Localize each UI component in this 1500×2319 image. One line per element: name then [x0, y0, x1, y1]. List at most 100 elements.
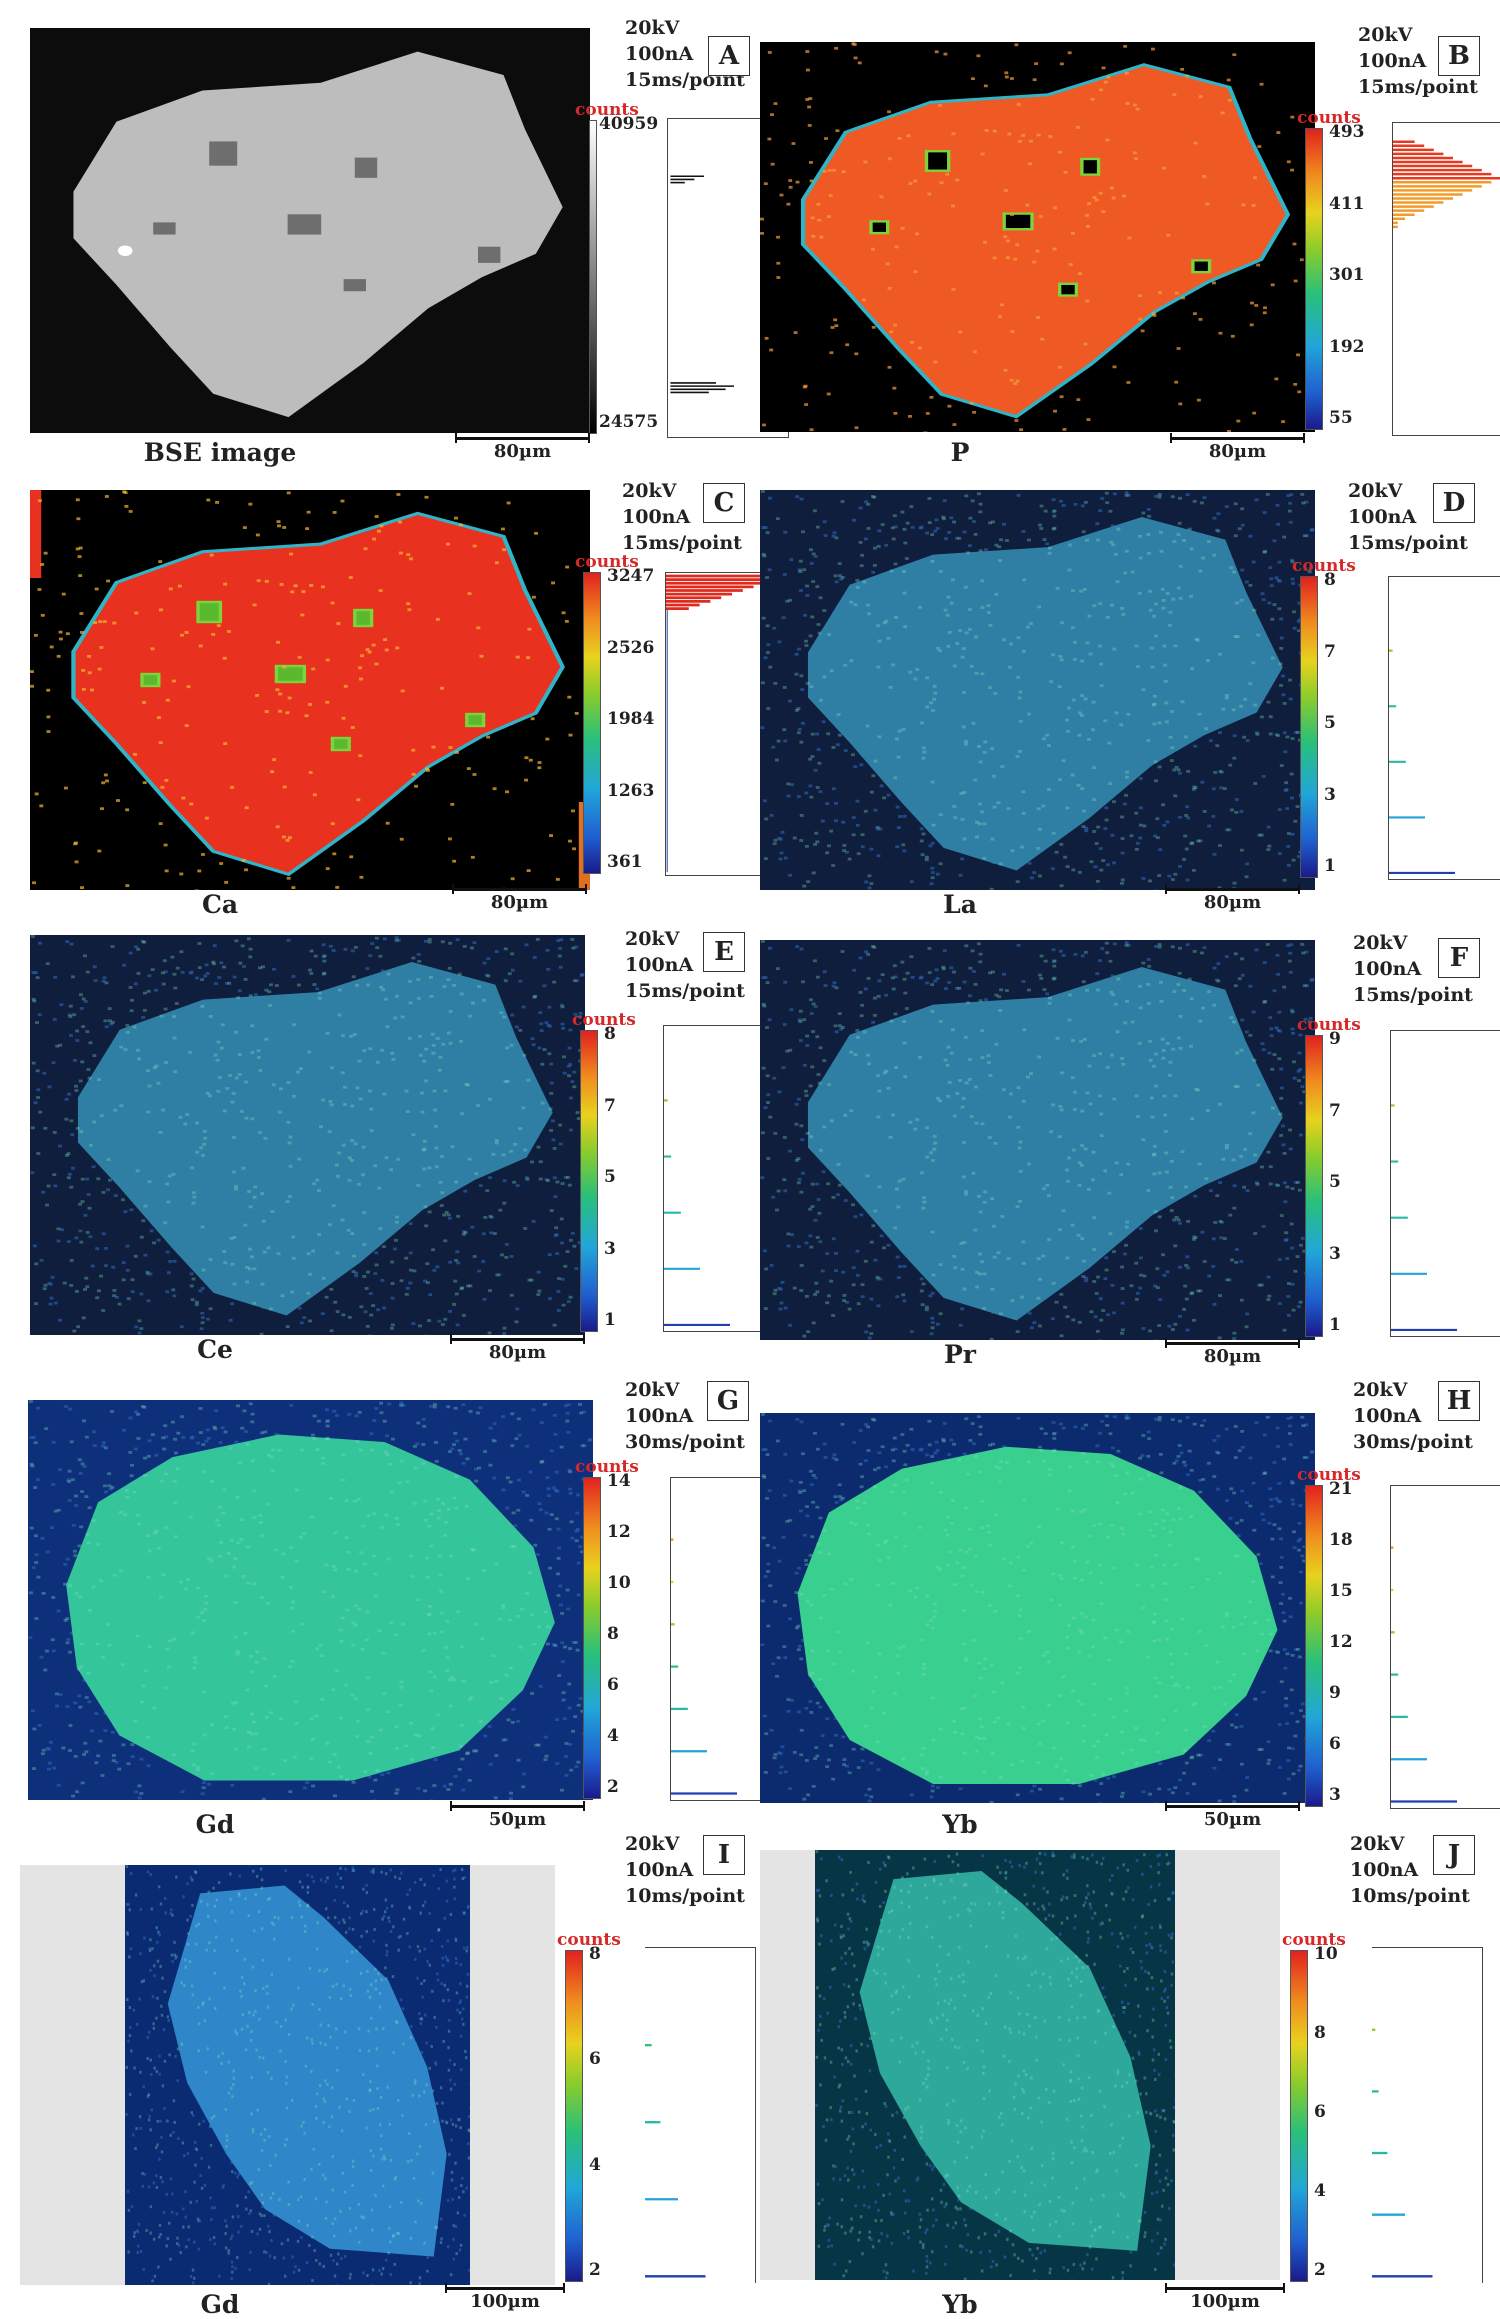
- scale-bar-label: 80µm: [452, 892, 587, 913]
- color-scale-tick: 2526: [607, 638, 654, 658]
- color-scale-tick: 301: [1329, 265, 1365, 285]
- element-label: La: [830, 890, 1090, 919]
- color-scale-tick: 6: [607, 1675, 619, 1695]
- color-scale-tick: 8: [607, 1624, 619, 1644]
- map-image: [30, 490, 590, 890]
- color-scale-tick: 1263: [607, 781, 654, 801]
- map-image: [30, 28, 590, 433]
- histogram: [1388, 576, 1500, 880]
- histogram-plot: [1389, 577, 1500, 879]
- color-scale-tick: 6: [1329, 1734, 1341, 1754]
- element-map: [30, 935, 585, 1335]
- color-scale-tick: 3: [604, 1239, 616, 1259]
- color-scale-tick: 4: [1314, 2181, 1326, 2201]
- color-scale-tick: 9: [1329, 1029, 1341, 1049]
- element-map: [28, 1400, 593, 1800]
- histogram-plot: [645, 1948, 755, 2283]
- scale-bar-line: [1165, 888, 1300, 891]
- color-scale-tick: 1: [1329, 1315, 1341, 1335]
- element-label: Ca: [90, 890, 350, 919]
- color-scale-tick: 24575: [599, 412, 658, 432]
- scale-bar-label: 100µm: [1165, 2291, 1285, 2312]
- color-scale-bar: [1305, 1485, 1323, 1807]
- panel-letter: G: [707, 1381, 749, 1421]
- scale-bar-line: [450, 1338, 585, 1341]
- color-scale-tick: 8: [589, 1944, 601, 1964]
- scale-bar-label: 80µm: [455, 441, 590, 462]
- color-scale-bar: [1290, 1950, 1308, 2282]
- scale-bar-line: [455, 437, 590, 440]
- color-scale-tick: 2: [589, 2260, 601, 2280]
- color-scale-tick: 6: [589, 2049, 601, 2069]
- color-scale-tick: 4: [589, 2155, 601, 2175]
- map-image: [760, 42, 1315, 432]
- scale-bar: 50µm: [1165, 1805, 1300, 1835]
- scale-bar-label: 80µm: [1165, 1346, 1300, 1367]
- color-scale-tick: 6: [1314, 2102, 1326, 2122]
- color-scale-tick: 5: [1329, 1172, 1341, 1192]
- color-scale-tick: 40959: [599, 114, 658, 134]
- scale-bar-line: [1165, 1342, 1300, 1345]
- histogram: [645, 1947, 756, 2283]
- scale-bar-line: [452, 888, 587, 891]
- scale-bar-label: 80µm: [450, 1342, 585, 1363]
- color-scale-tick: 8: [1314, 2023, 1326, 2043]
- color-scale-tick: 361: [607, 852, 643, 872]
- panel-letter: D: [1433, 483, 1475, 523]
- panel-letter: J: [1433, 1835, 1475, 1875]
- histogram-plot: [1391, 1031, 1500, 1336]
- scale-bar: 100µm: [1165, 2287, 1285, 2317]
- color-scale-tick: 12: [1329, 1632, 1353, 1652]
- color-scale-tick: 21: [1329, 1479, 1353, 1499]
- map-image: [760, 940, 1315, 1340]
- element-map: [125, 1865, 470, 2285]
- color-scale-tick: 192: [1329, 337, 1365, 357]
- panel-letter: B: [1438, 36, 1480, 76]
- histogram-plot: [1393, 123, 1500, 435]
- color-scale-bar: [583, 572, 601, 874]
- color-scale-tick: 55: [1329, 408, 1353, 428]
- map-image: [30, 935, 585, 1335]
- element-map: [760, 42, 1315, 432]
- panel-letter: F: [1438, 938, 1480, 978]
- element-label: BSE image: [90, 438, 350, 467]
- color-scale-tick: 493: [1329, 122, 1365, 142]
- color-scale-tick: 3: [1329, 1785, 1341, 1805]
- scale-bar-line: [445, 2287, 565, 2290]
- color-scale-tick: 2: [607, 1777, 619, 1797]
- color-scale-tick: 4: [607, 1726, 619, 1746]
- scale-bar-label: 50µm: [450, 1809, 585, 1830]
- scale-bar: 50µm: [450, 1805, 585, 1835]
- color-scale-tick: 411: [1329, 194, 1365, 214]
- color-scale-tick: 9: [1329, 1683, 1341, 1703]
- color-scale-tick: 10: [1314, 1944, 1338, 1964]
- color-scale-tick: 3: [1324, 785, 1336, 805]
- element-map: [760, 940, 1315, 1340]
- element-map: [760, 490, 1315, 890]
- element-map: [815, 1850, 1175, 2280]
- color-scale-bar: [580, 1030, 598, 1332]
- panel-letter: I: [703, 1835, 745, 1875]
- scale-bar: 80µm: [452, 888, 587, 918]
- histogram-plot: [1391, 1486, 1500, 1808]
- map-image: [760, 1413, 1315, 1803]
- scale-bar-label: 80µm: [1165, 892, 1300, 913]
- element-label: Gd: [90, 2290, 350, 2319]
- panel-letter: A: [708, 36, 750, 76]
- scale-bar: 80µm: [455, 437, 590, 467]
- color-scale-tick: 12: [607, 1522, 631, 1542]
- scale-bar: 100µm: [445, 2287, 565, 2317]
- histogram: [1390, 1485, 1500, 1809]
- histogram: [1372, 1947, 1483, 2283]
- element-map: [760, 1413, 1315, 1803]
- color-scale-tick: 14: [607, 1471, 631, 1491]
- scale-bar: 80µm: [1165, 888, 1300, 918]
